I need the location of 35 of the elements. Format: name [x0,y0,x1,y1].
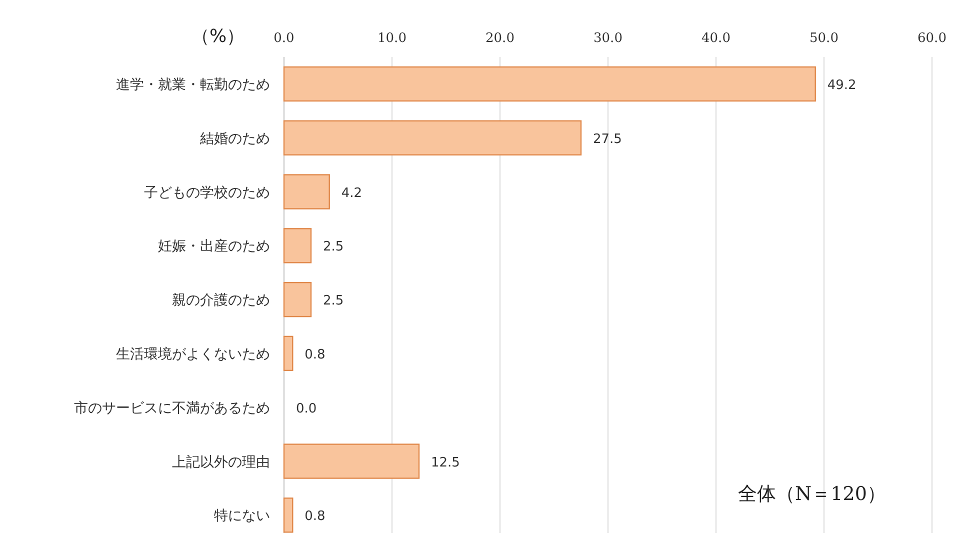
bar [283,282,312,318]
bar [283,336,294,372]
bar [283,120,582,156]
bar [283,174,330,210]
data-label: 49.2 [827,78,856,93]
data-label: 2.5 [323,294,344,309]
y-tick-label: 親の介護のため [172,292,270,309]
annotation: 全体（N＝120） [738,483,886,505]
bar [283,498,294,533]
x-tick-label: 50.0 [810,31,838,46]
y-tick-label: 上記以外の理由 [172,454,270,470]
y-tick-label: 特にない [214,508,270,524]
x-axis-title: （%） [191,26,245,47]
data-label: 0.8 [304,509,326,524]
x-tick-label: 10.0 [378,31,406,46]
x-tick-label: 40.0 [702,31,730,46]
data-label: 4.2 [341,186,362,201]
bar [283,66,816,102]
x-tick-label: 0.0 [274,31,294,46]
x-tick-label: 20.0 [486,31,514,46]
data-label: 27.5 [593,132,622,147]
bar [283,444,420,479]
x-tick-label: 60.0 [918,31,946,46]
y-tick-label: 子どもの学校のため [144,184,270,201]
y-tick-label: 結婚のため [199,130,270,147]
y-tick-label: 妊娠・出産のため [158,238,270,255]
data-label: 0.0 [296,401,317,416]
data-label: 12.5 [431,455,460,470]
y-tick-label: 市のサービスに不満があるため [74,400,270,416]
y-tick-label: 生活環境がよくないため [116,346,270,362]
bar [283,228,312,264]
data-label: 2.5 [323,240,344,255]
data-label: 0.8 [304,347,326,362]
y-tick-label: 進学・就業・転勤のため [116,76,270,93]
x-tick-label: 30.0 [594,31,622,46]
